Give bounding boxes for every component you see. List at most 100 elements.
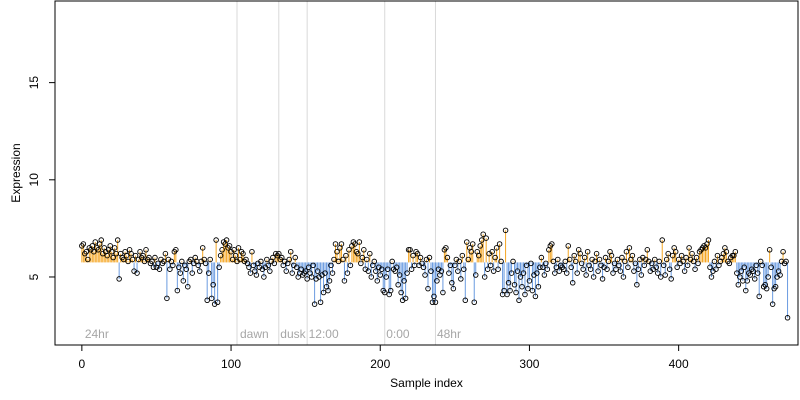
data-point	[517, 274, 524, 280]
data-point	[537, 264, 543, 271]
data-point	[477, 243, 483, 249]
data-point	[562, 258, 569, 265]
data-point	[631, 268, 637, 274]
data-point	[292, 254, 298, 261]
data-point	[293, 264, 300, 271]
data-point	[470, 241, 476, 247]
data-point	[107, 243, 113, 249]
data-point	[276, 250, 282, 257]
data-point	[404, 270, 410, 276]
data-point	[462, 297, 469, 304]
data-point	[196, 268, 203, 274]
data-point	[496, 241, 503, 247]
data-point	[219, 247, 225, 253]
x-axis-label: Sample index	[390, 376, 463, 390]
data-point	[261, 274, 267, 280]
data-point	[134, 270, 140, 276]
data-point	[204, 297, 210, 304]
data-point	[644, 247, 651, 253]
data-point	[502, 227, 509, 234]
data-point	[672, 248, 679, 255]
data-point	[516, 297, 522, 304]
data-point	[132, 252, 139, 259]
data-point	[253, 272, 260, 278]
data-point	[265, 262, 272, 269]
data-point	[578, 260, 585, 267]
data-point	[443, 245, 449, 251]
data-point	[176, 264, 182, 271]
data-point	[258, 258, 264, 265]
data-point	[511, 282, 518, 288]
data-point	[723, 248, 730, 255]
data-point	[520, 270, 527, 276]
data-point	[480, 231, 486, 237]
data-point	[110, 254, 116, 261]
data-point	[538, 254, 545, 261]
data-point	[271, 260, 278, 267]
data-point	[635, 266, 642, 272]
x-tick-label: 400	[669, 357, 689, 371]
data-point	[604, 266, 610, 272]
data-point	[553, 264, 560, 271]
data-point	[422, 272, 428, 278]
data-point	[669, 252, 676, 259]
data-point	[508, 270, 515, 276]
data-point	[170, 262, 176, 269]
data-point	[468, 248, 475, 255]
data-point	[270, 254, 276, 261]
data-point	[352, 241, 358, 247]
data-point	[343, 252, 349, 259]
annotation-label: 48hr	[437, 327, 461, 341]
data-point	[120, 256, 127, 263]
data-point	[425, 285, 431, 292]
data-point	[526, 278, 533, 284]
data-point	[610, 270, 616, 276]
data-point	[484, 266, 491, 272]
data-point	[235, 245, 242, 251]
data-point	[541, 272, 548, 278]
data-point	[471, 299, 477, 305]
data-point	[660, 262, 667, 269]
data-point	[440, 289, 446, 296]
data-point	[188, 256, 194, 263]
data-point	[287, 248, 294, 255]
data-point	[305, 264, 312, 271]
data-point	[641, 262, 648, 269]
data-point	[264, 256, 270, 263]
annotation-label: 0:00	[386, 327, 410, 341]
data-point	[246, 264, 252, 271]
data-point	[393, 264, 400, 271]
data-point	[522, 291, 528, 298]
data-point	[156, 266, 163, 272]
data-point	[592, 258, 598, 265]
data-point	[226, 243, 233, 249]
data-point	[478, 237, 485, 243]
data-point	[692, 266, 698, 272]
data-point	[735, 282, 742, 288]
data-point	[116, 276, 122, 282]
data-point	[617, 268, 624, 274]
data-point	[561, 266, 567, 272]
data-point	[619, 254, 625, 261]
data-point	[652, 256, 658, 263]
data-point	[705, 237, 712, 243]
data-point	[149, 258, 155, 265]
data-point	[232, 252, 239, 259]
data-point	[383, 274, 389, 280]
data-point	[556, 268, 563, 274]
data-point	[461, 266, 467, 272]
plot-frame	[54, 0, 799, 346]
data-point	[666, 266, 673, 272]
data-point	[373, 268, 379, 274]
annotation-label: dawn	[240, 327, 269, 341]
data-point	[769, 301, 776, 307]
data-point	[326, 278, 333, 284]
data-point	[114, 237, 121, 243]
data-point	[207, 256, 213, 263]
data-point	[732, 248, 739, 255]
data-point	[686, 245, 692, 251]
data-point	[322, 270, 328, 276]
data-point	[298, 266, 304, 272]
data-point	[659, 237, 665, 243]
x-tick-label: 200	[370, 357, 390, 371]
